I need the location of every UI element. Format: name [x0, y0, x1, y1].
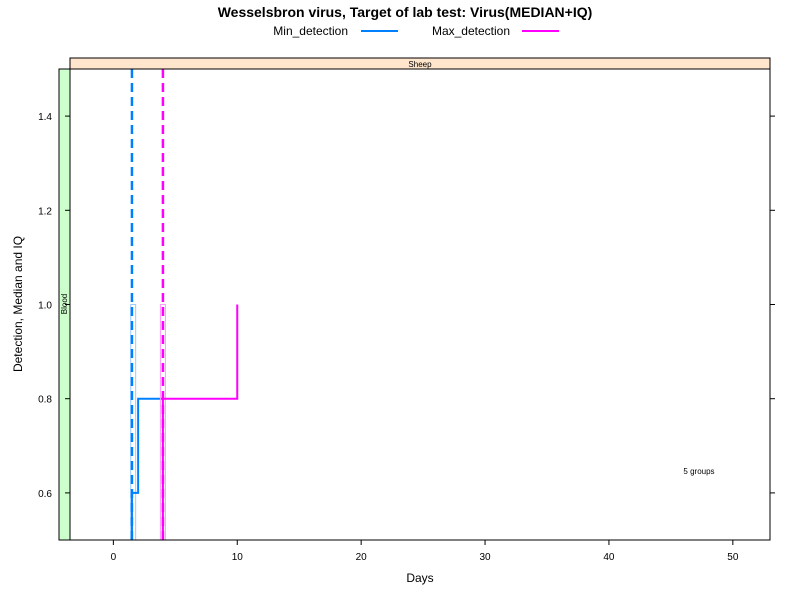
x-tick-label: 0 — [111, 552, 117, 563]
x-tick-label: 20 — [356, 552, 368, 563]
plot-content — [130, 69, 239, 541]
y-tick-label: 1.4 — [38, 112, 52, 123]
y-tick-label: 1.0 — [38, 301, 52, 312]
axis-ticks: 0 10 20 30 40 50 0.6 0.8 1.0 1.2 1.4 — [38, 112, 775, 563]
strip-left-label: Blood — [60, 294, 69, 314]
series-line-max-detection — [161, 304, 239, 540]
y-tick-label: 1.2 — [38, 206, 52, 217]
x-tick-label: 10 — [232, 552, 244, 563]
x-axis-label: Days — [406, 571, 433, 585]
y-tick-label: 0.8 — [38, 395, 52, 406]
x-tick-label: 30 — [479, 552, 491, 563]
x-tick-label: 50 — [727, 552, 739, 563]
series-line-min-detection — [130, 397, 163, 540]
legend-label-min: Min_detection — [273, 24, 348, 38]
y-axis-label: Detection, Median and IQ — [11, 236, 25, 372]
strip-top-label: Sheep — [408, 60, 432, 69]
legend-label-max: Max_detection — [432, 24, 510, 38]
plot-frame — [69, 68, 771, 541]
y-tick-label: 0.6 — [38, 489, 52, 500]
x-tick-label: 40 — [603, 552, 615, 563]
chart-title: Wesselsbron virus, Target of lab test: V… — [218, 4, 593, 20]
groups-annotation: 5 groups — [683, 467, 714, 476]
